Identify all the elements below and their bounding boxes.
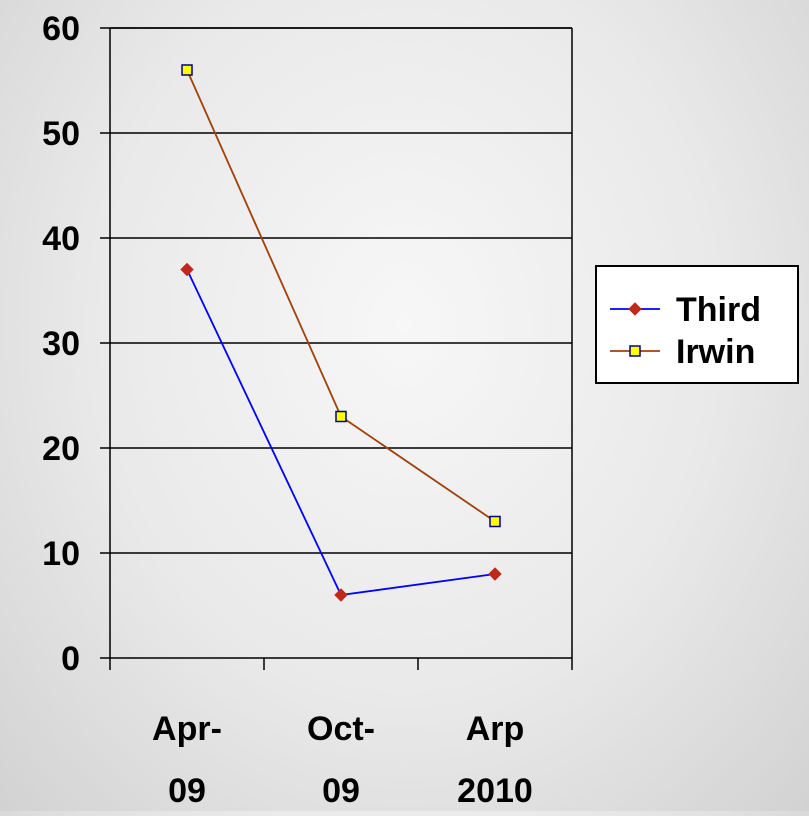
y-tick-label: 50 [42,115,80,153]
series-line-irwin [186,69,496,523]
y-tick-label: 40 [42,220,80,258]
y-tick-label: 60 [42,10,80,48]
data-point-third [180,262,194,277]
x-category-label: Arp [466,710,525,748]
legend: Third Irwin [595,265,799,384]
y-tick-label: 10 [42,535,80,573]
x-category-label: 09 [168,772,206,810]
x-category-label: 09 [322,772,360,810]
axes [100,27,573,670]
legend-marker [628,302,642,316]
y-tick-label: 20 [42,430,80,468]
data-point-irwin [335,410,347,423]
data-point-irwin [489,515,501,528]
y-tick-label: 30 [42,325,80,363]
x-tick-labels: Apr- 09 Oct- 09 Arp 2010 [152,710,533,810]
data-point-third [488,567,502,581]
y-tick-labels: 0 10 20 30 40 50 60 [42,10,80,678]
legend-marker [629,345,641,357]
data-point-irwin [181,64,193,76]
legend-label-third: Third [676,291,761,329]
legend-label-irwin: Irwin [676,333,755,371]
series-line-third [186,269,496,596]
grid-lines [110,27,572,554]
data-point-third [334,588,348,602]
legend-box [595,265,799,384]
y-tick-label: 0 [61,640,80,678]
x-category-label: Apr- [152,710,222,748]
series-lines [180,64,502,602]
x-category-label: 2010 [457,772,533,810]
x-category-label: Oct- [307,710,375,748]
